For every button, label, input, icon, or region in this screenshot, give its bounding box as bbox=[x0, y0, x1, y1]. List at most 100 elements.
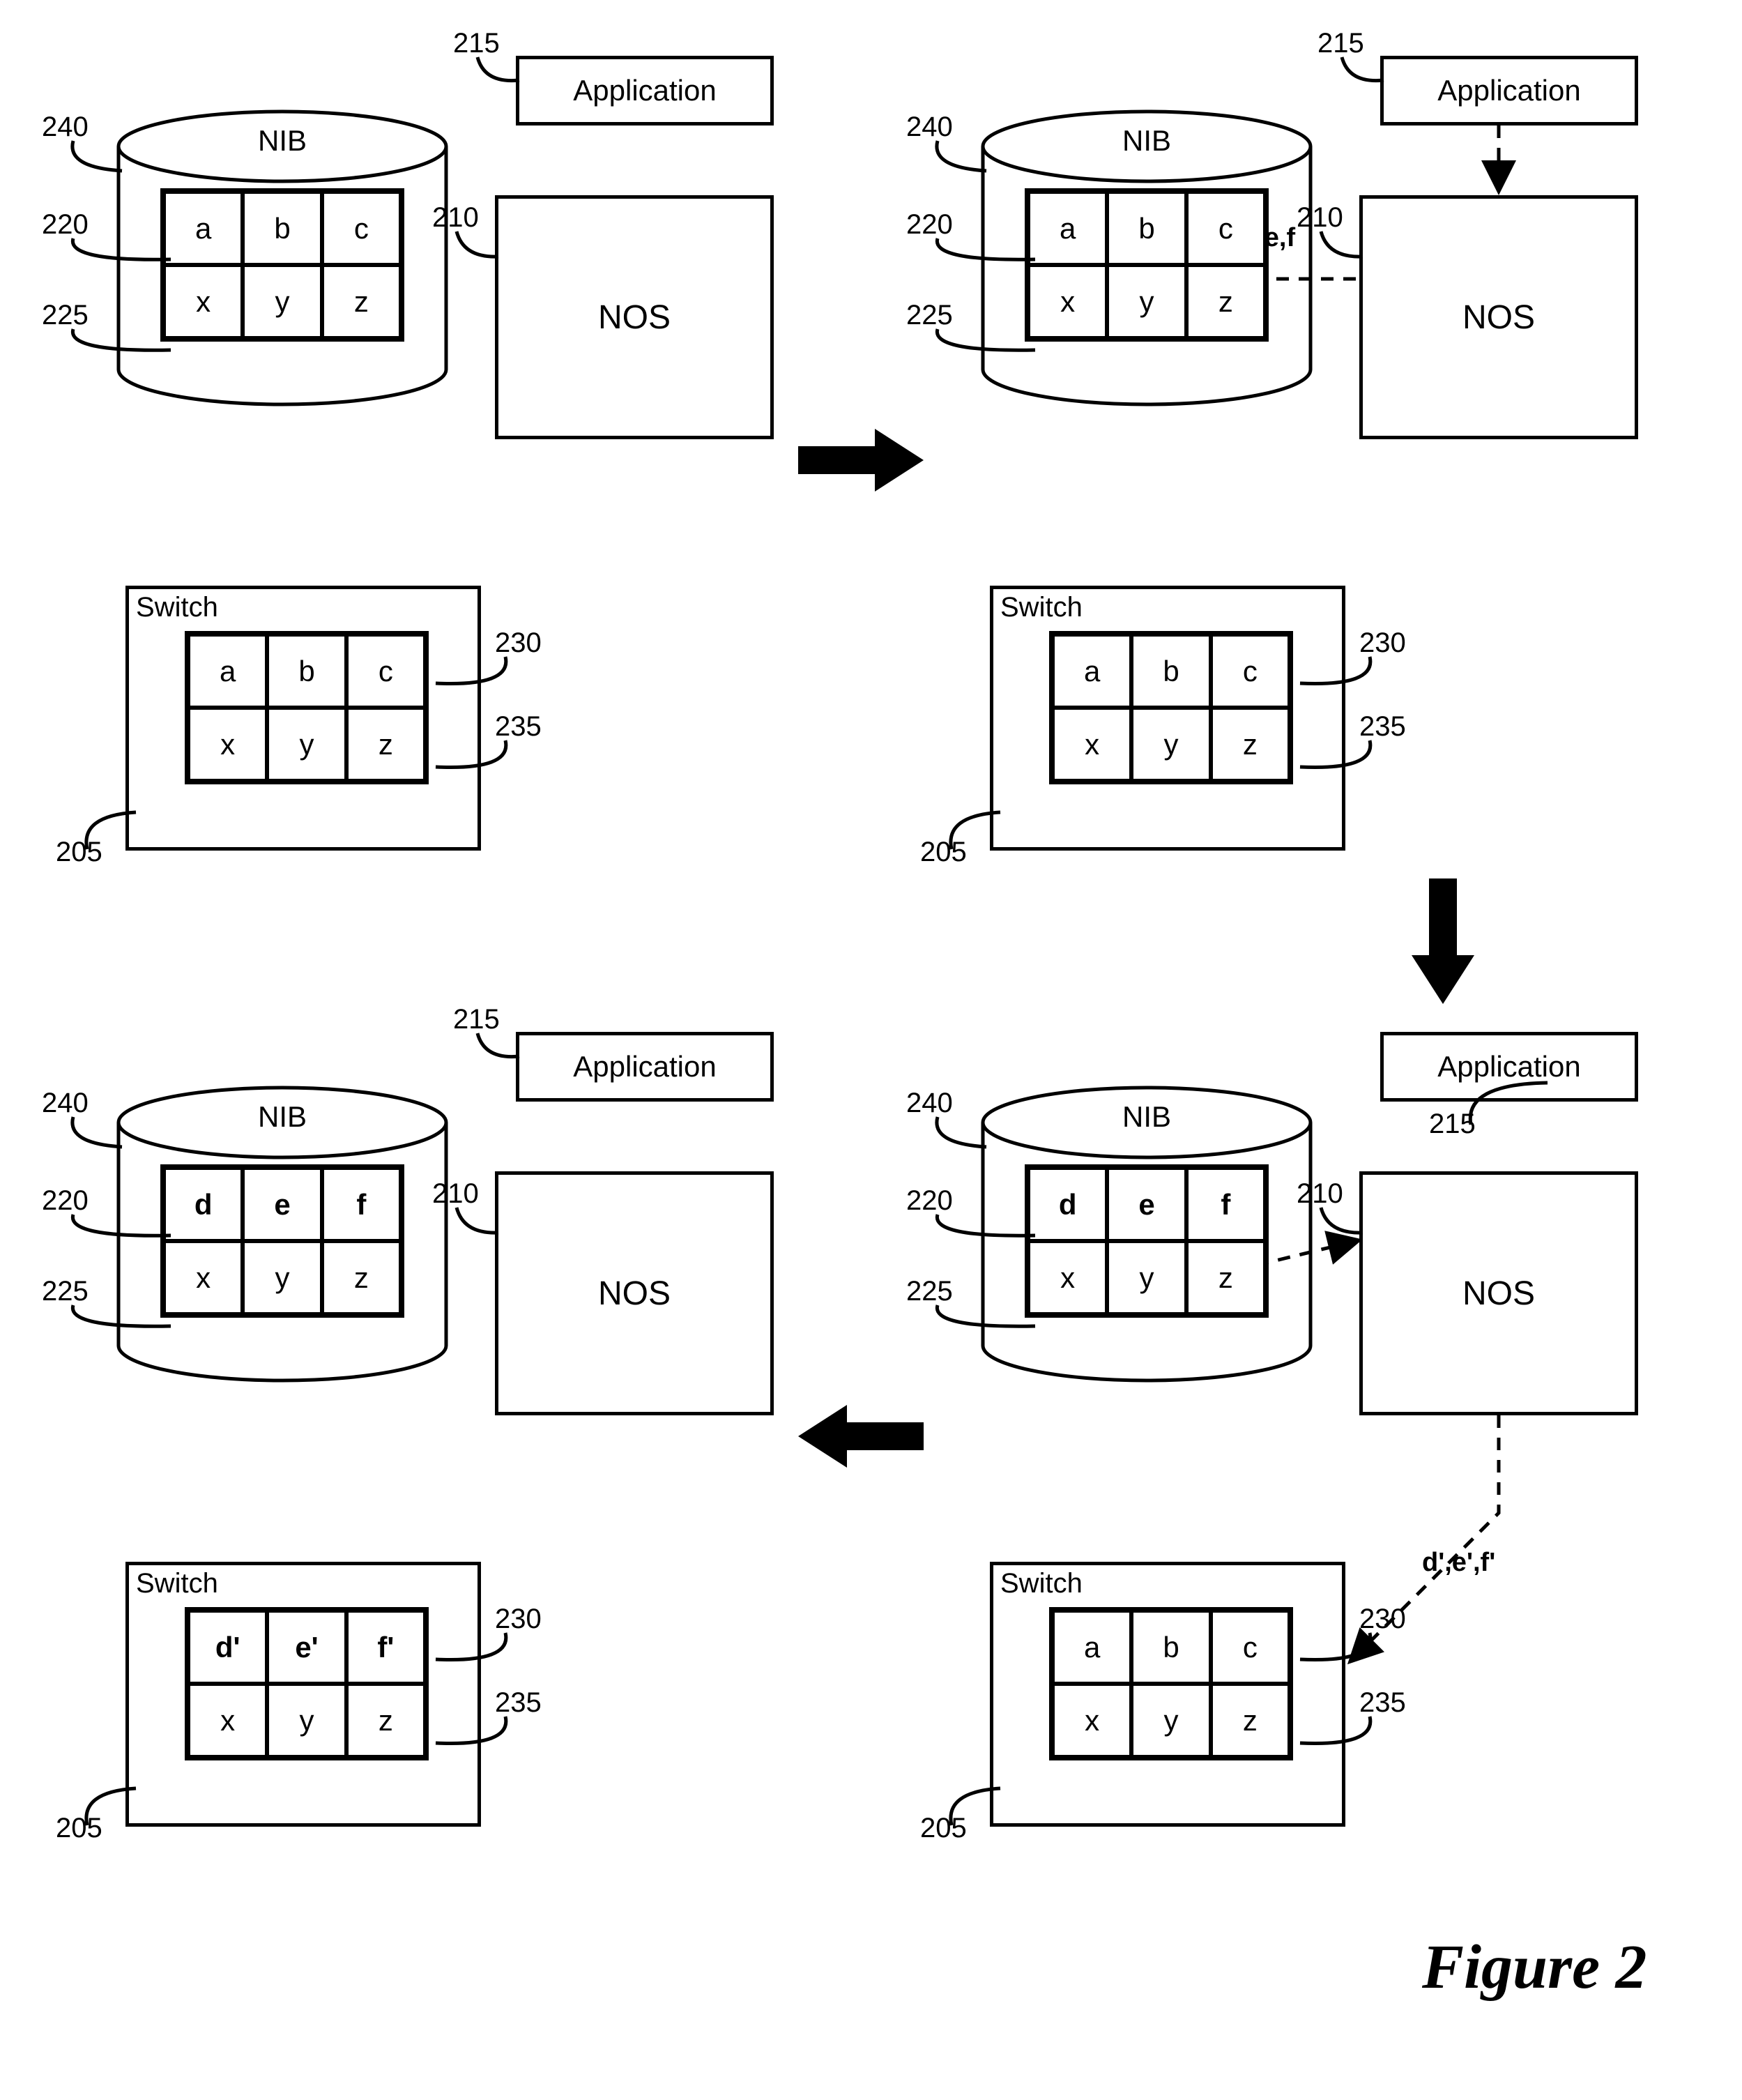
switch-grid: d' e' f' x y z bbox=[185, 1607, 429, 1760]
switch-cell: x bbox=[188, 708, 267, 781]
arrow-app-to-nos bbox=[1471, 119, 1624, 209]
ref-225: 225 bbox=[906, 1276, 953, 1307]
switch-box: Switch a b c x y z bbox=[990, 586, 1345, 851]
switch-cell: y bbox=[267, 1684, 346, 1757]
switch-cell: y bbox=[267, 708, 346, 781]
nib-cell: b bbox=[243, 192, 321, 265]
nib-label: NIB bbox=[112, 124, 453, 158]
switch-grid: a b c x y z bbox=[1049, 1607, 1293, 1760]
switch-cell: c bbox=[346, 634, 425, 708]
nib-cell: y bbox=[243, 1241, 321, 1314]
application-box: Application bbox=[1380, 56, 1638, 125]
ref-230: 230 bbox=[495, 627, 542, 659]
ref-220: 220 bbox=[906, 209, 953, 241]
nib-cell: y bbox=[1107, 265, 1186, 338]
flow-arrow-right-1 bbox=[791, 418, 931, 502]
nib-cell: z bbox=[1186, 265, 1265, 338]
application-box: Application bbox=[516, 1032, 774, 1102]
switch-cell: y bbox=[1131, 708, 1210, 781]
nos-box: NOS bbox=[495, 195, 774, 439]
nib-cell: z bbox=[322, 1241, 401, 1314]
nos-label: NOS bbox=[598, 1275, 671, 1313]
switch-box: Switch a b c x y z bbox=[990, 1562, 1345, 1827]
nib-cell: e bbox=[1107, 1168, 1186, 1241]
switch-cell: e' bbox=[267, 1611, 346, 1684]
switch-cell: d' bbox=[188, 1611, 267, 1684]
switch-label: Switch bbox=[136, 1568, 218, 1599]
ref-220: 220 bbox=[42, 1185, 89, 1217]
nib-cell: f bbox=[322, 1168, 401, 1241]
switch-cell: a bbox=[1053, 634, 1131, 708]
nib-cell: c bbox=[1186, 192, 1265, 265]
application-label: Application bbox=[573, 1050, 716, 1083]
ref-240: 240 bbox=[42, 112, 89, 143]
ref-225: 225 bbox=[906, 300, 953, 331]
ref-215: 215 bbox=[453, 1004, 500, 1035]
switch-box: Switch a b c x y z bbox=[125, 586, 481, 851]
switch-cell: b bbox=[267, 634, 346, 708]
ref-205: 205 bbox=[920, 837, 967, 868]
switch-grid: a b c x y z bbox=[1049, 631, 1293, 784]
switch-grid: a b c x y z bbox=[185, 631, 429, 784]
ref-240: 240 bbox=[906, 112, 953, 143]
nib-cell: b bbox=[1107, 192, 1186, 265]
switch-label: Switch bbox=[1000, 1568, 1083, 1599]
panel-stage-3: Application 215 NOS 210 bbox=[899, 1011, 1652, 1848]
nib-cell: y bbox=[1107, 1241, 1186, 1314]
nib-grid: a b c x y z bbox=[160, 188, 404, 342]
panel-stage-2: Application 215 NOS 210 bbox=[899, 35, 1652, 872]
nib-cell: y bbox=[243, 265, 321, 338]
ref-230: 230 bbox=[495, 1604, 542, 1635]
nib-grid: a b c x y z bbox=[1025, 188, 1269, 342]
application-label: Application bbox=[1437, 74, 1580, 107]
ref-240: 240 bbox=[906, 1088, 953, 1119]
figure-page: Application 215 NOS 210 bbox=[35, 35, 1708, 2057]
nos-label: NOS bbox=[598, 298, 671, 337]
switch-cell: z bbox=[1211, 1684, 1290, 1757]
ref-235: 235 bbox=[1359, 711, 1406, 743]
panel-stage-4: Application 215 NOS 210 NIB bbox=[35, 1011, 788, 1848]
switch-cell: a bbox=[1053, 1611, 1131, 1684]
ref-215: 215 bbox=[1317, 28, 1364, 59]
flow-arrow-left bbox=[791, 1394, 931, 1478]
nib-label: NIB bbox=[976, 1100, 1317, 1134]
nib-grid: d e f x y z bbox=[1025, 1164, 1269, 1318]
switch-cell: c bbox=[1211, 1611, 1290, 1684]
ref-215: 215 bbox=[1429, 1109, 1476, 1140]
figure-caption: Figure 2 bbox=[1422, 1931, 1647, 2003]
switch-cell: x bbox=[188, 1684, 267, 1757]
edge-label-def-prime: d',e',f' bbox=[1422, 1548, 1495, 1578]
nib-cell: c bbox=[322, 192, 401, 265]
flow-arrow-down bbox=[1401, 872, 1485, 1011]
switch-cell: x bbox=[1053, 708, 1131, 781]
switch-label: Switch bbox=[136, 592, 218, 623]
panel-stage-1: Application 215 NOS 210 bbox=[35, 35, 788, 872]
application-box: Application bbox=[516, 56, 774, 125]
nib-label: NIB bbox=[976, 124, 1317, 158]
switch-cell: z bbox=[346, 1684, 425, 1757]
switch-cell: c bbox=[1211, 634, 1290, 708]
switch-cell: x bbox=[1053, 1684, 1131, 1757]
ref-225: 225 bbox=[42, 1276, 89, 1307]
nib-label: NIB bbox=[112, 1100, 453, 1134]
nib-cell: z bbox=[322, 265, 401, 338]
switch-cell: z bbox=[1211, 708, 1290, 781]
ref-215: 215 bbox=[453, 28, 500, 59]
ref-235: 235 bbox=[495, 1687, 542, 1719]
ref-235: 235 bbox=[1359, 1687, 1406, 1719]
ref-240: 240 bbox=[42, 1088, 89, 1119]
nos-label: NOS bbox=[1462, 298, 1535, 337]
ref-220: 220 bbox=[906, 1185, 953, 1217]
ref-205: 205 bbox=[56, 837, 102, 868]
switch-label: Switch bbox=[1000, 592, 1083, 623]
nib-grid: d e f x y z bbox=[160, 1164, 404, 1318]
ref-220: 220 bbox=[42, 209, 89, 241]
ref-205: 205 bbox=[56, 1813, 102, 1844]
switch-cell: f' bbox=[346, 1611, 425, 1684]
ref-230: 230 bbox=[1359, 627, 1406, 659]
nib-cell: e bbox=[243, 1168, 321, 1241]
switch-cell: y bbox=[1131, 1684, 1210, 1757]
nib-cell: f bbox=[1186, 1168, 1265, 1241]
switch-cell: b bbox=[1131, 634, 1210, 708]
nos-box: NOS bbox=[495, 1171, 774, 1415]
